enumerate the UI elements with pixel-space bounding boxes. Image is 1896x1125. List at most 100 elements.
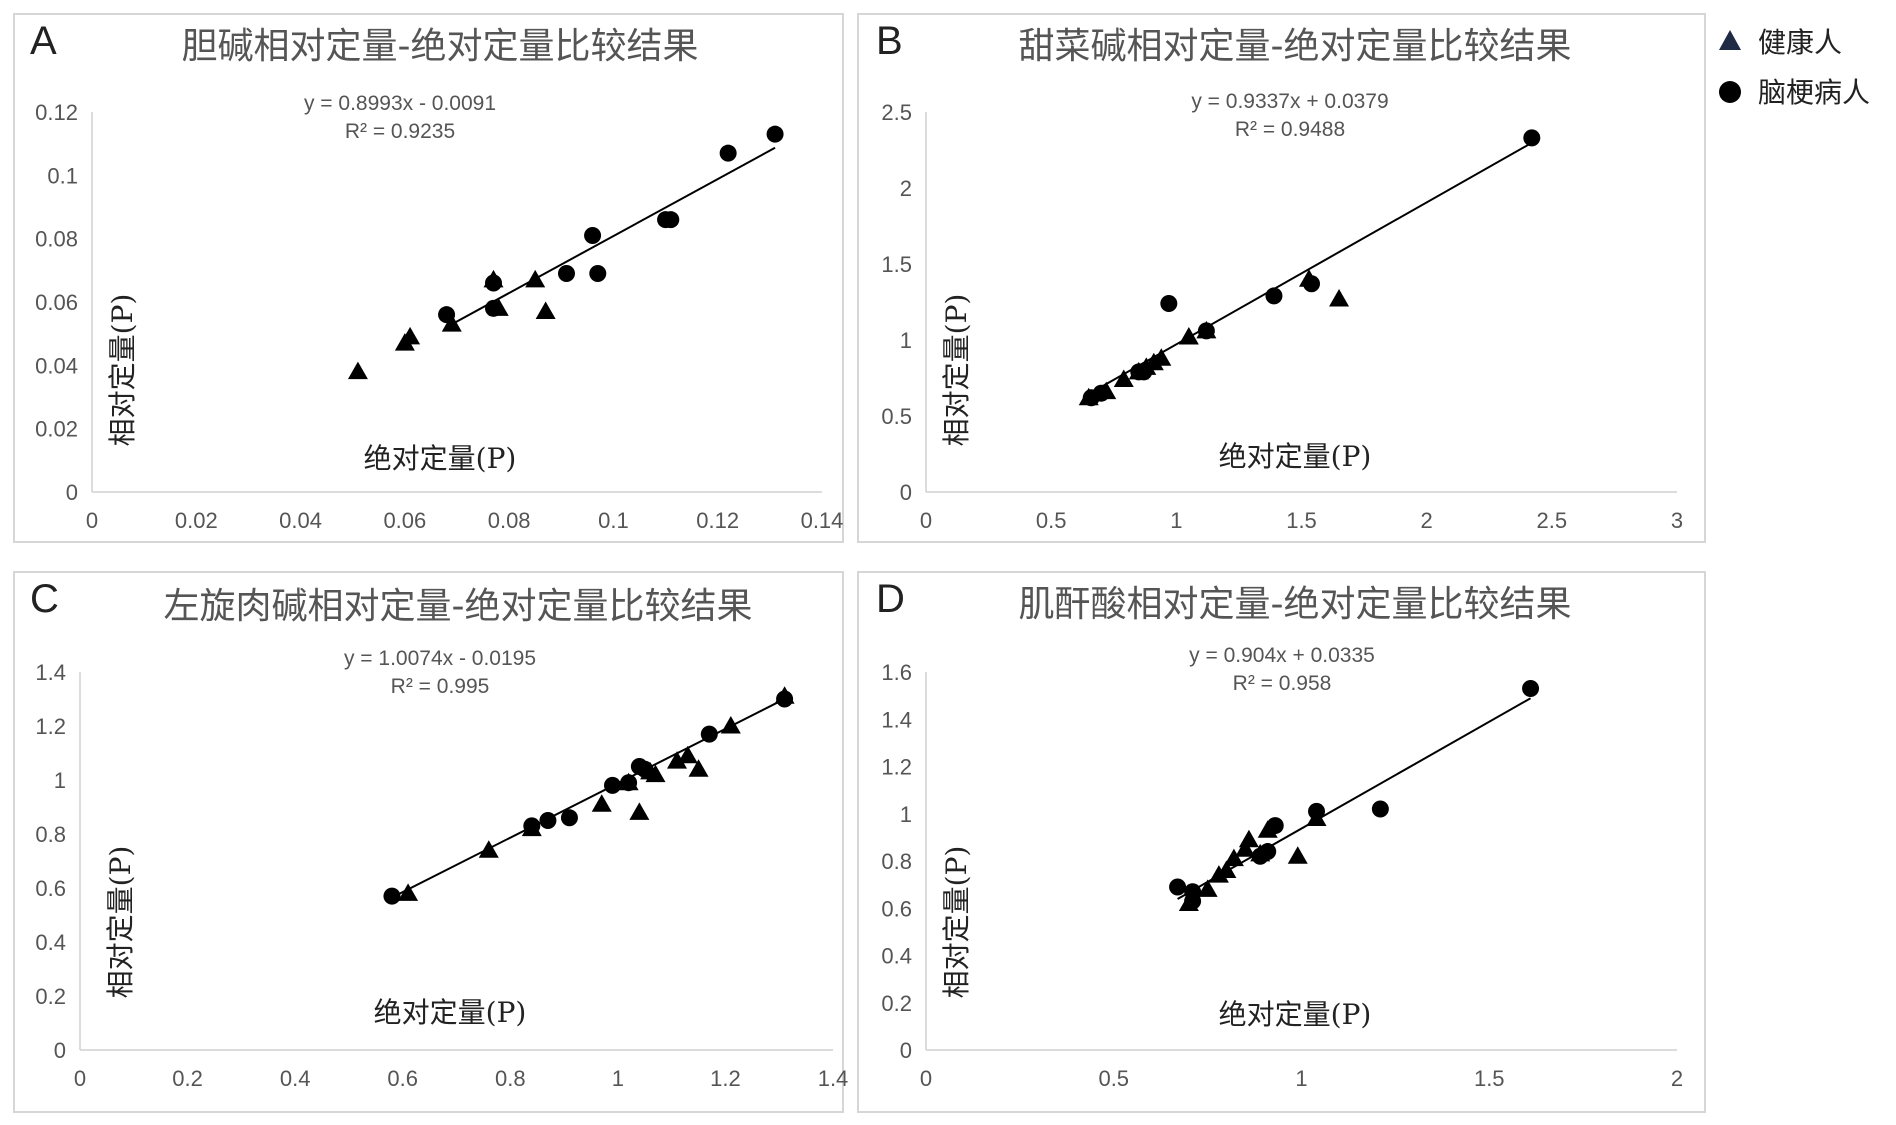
data-point-healthy <box>347 361 368 380</box>
data-point-healthy <box>1151 348 1172 366</box>
x-tick-label: 2.5 <box>1537 508 1568 533</box>
chart-title: 左旋肉碱相对定量-绝对定量比较结果 <box>164 586 753 627</box>
panel-letter: C <box>30 577 59 621</box>
data-point-patient <box>1184 883 1202 901</box>
y-tick-label: 0.4 <box>881 944 912 969</box>
y-tick-label: 0.06 <box>35 290 78 315</box>
x-tick-label: 0 <box>920 1066 932 1091</box>
data-point-patient <box>700 725 718 743</box>
chart-title: 胆碱相对定量-绝对定量比较结果 <box>182 26 699 67</box>
y-tick-label: 0.04 <box>35 353 78 378</box>
data-point-patient <box>539 812 557 829</box>
trendline <box>391 698 786 899</box>
y-tick-label: 1.2 <box>35 714 66 739</box>
y-tick-label: 0.2 <box>881 991 912 1016</box>
y-tick-label: 0.8 <box>35 822 66 847</box>
x-tick-label: 1.5 <box>1286 508 1317 533</box>
x-tick-label: 1.2 <box>710 1066 741 1091</box>
y-tick-label: 2.5 <box>881 100 912 125</box>
r-squared-label: R² = 0.958 <box>1233 672 1332 695</box>
y-tick-label: 0.1 <box>47 163 78 188</box>
data-point-healthy <box>629 802 650 820</box>
x-tick-label: 0.5 <box>1098 1066 1129 1091</box>
data-point-patient <box>1092 384 1110 402</box>
data-point-patient <box>438 306 456 324</box>
x-tick-label: 0.8 <box>495 1066 526 1091</box>
data-point-healthy <box>677 745 698 764</box>
y-axis-title: 相对定量(P) <box>104 846 137 999</box>
x-tick-label: 1.4 <box>818 1066 849 1091</box>
data-point-patient <box>1135 363 1153 381</box>
x-tick-label: 0 <box>86 508 98 533</box>
x-axis-title: 绝对定量(P) <box>364 442 517 475</box>
data-point-healthy <box>525 269 546 288</box>
data-point-healthy <box>1238 829 1259 848</box>
chart-panel-d: 0 0.5 1 1.5 2 0 0.2 0.4 0.6 0.8 1 1.2 1.4 1.6 D 肌酐酸相对定量… <box>857 571 1706 1113</box>
data-point-patient <box>636 760 654 778</box>
data-point-healthy <box>1113 369 1134 388</box>
data-point-healthy <box>1223 848 1244 867</box>
y-axis-title: 相对定量(P) <box>940 294 973 447</box>
y-tick-label: 0.4 <box>35 930 66 955</box>
x-tick-label: 2 <box>1421 508 1433 533</box>
x-tick-label: 0.1 <box>598 508 629 533</box>
data-point-patient <box>1523 129 1541 147</box>
data-point-patient <box>766 125 784 143</box>
data-point-patient <box>523 817 541 835</box>
x-tick-label: 3 <box>1671 508 1683 533</box>
data-point-healthy <box>688 759 709 777</box>
panel-frame <box>13 571 844 1113</box>
data-point-patient <box>1308 802 1326 820</box>
x-tick-label: 1 <box>1170 508 1182 533</box>
y-tick-label: 0.6 <box>881 896 912 921</box>
data-point-patient <box>485 274 502 292</box>
data-point-patient <box>662 211 680 229</box>
trendline-equation: y = 0.9337x + 0.0379 <box>1191 90 1388 113</box>
chart-title: 甜菜碱相对定量-绝对定量比较结果 <box>1019 26 1572 67</box>
x-axis-title: 绝对定量(P) <box>1219 998 1372 1031</box>
data-point-healthy <box>535 301 556 319</box>
data-point-healthy <box>667 751 688 769</box>
x-tick-label: 0.08 <box>488 508 531 533</box>
data-point-patient <box>620 774 638 792</box>
data-point-patient <box>1160 295 1178 313</box>
y-tick-label: 1 <box>900 328 912 353</box>
legend-triangle-icon <box>1719 30 1741 50</box>
data-point-patient <box>1266 817 1284 835</box>
y-tick-label: 0.5 <box>881 404 912 429</box>
chart-panel-b: 0 0.5 1 1.5 2 2.5 3 0 0.5 1 1.5 2 2.5 B 甜菜碱相对定量-绝对定量比较… <box>857 13 1706 543</box>
data-point-healthy <box>1197 879 1218 897</box>
y-tick-label: 2 <box>900 176 912 201</box>
panel-letter: D <box>876 577 905 621</box>
data-point-healthy <box>720 716 741 734</box>
data-point-healthy <box>1178 326 1199 345</box>
legend-circle-icon <box>1719 81 1741 103</box>
r-squared-label: R² = 0.9488 <box>1235 118 1345 141</box>
data-point-healthy <box>1216 860 1237 878</box>
panel-letter: A <box>30 19 57 63</box>
y-tick-label: 0 <box>900 480 912 505</box>
x-axis-title: 绝对定量(P) <box>1219 440 1372 473</box>
chart-panel-c: 0 0.2 0.4 0.6 0.8 1 1.2 1.4 0 0.2 0.4 0.6 0.8 1 1.2 1.4… <box>13 571 849 1113</box>
data-point-healthy <box>398 883 419 901</box>
y-tick-label: 1.6 <box>881 660 912 685</box>
panel-frame <box>13 13 844 543</box>
chart-title: 肌酐酸相对定量-绝对定量比较结果 <box>1019 584 1572 625</box>
trendline <box>446 146 776 329</box>
data-point-healthy <box>645 764 666 783</box>
x-tick-label: 0.02 <box>175 508 218 533</box>
y-tick-label: 1.4 <box>881 707 912 732</box>
x-tick-label: 0 <box>74 1066 86 1091</box>
y-tick-label: 1.5 <box>881 252 912 277</box>
data-point-healthy <box>441 314 462 332</box>
y-tick-label: 1 <box>900 802 912 827</box>
y-tick-label: 0.2 <box>35 984 66 1009</box>
data-point-patient <box>719 144 737 162</box>
y-tick-label: 1 <box>54 768 66 793</box>
x-tick-label: 0.2 <box>172 1066 203 1091</box>
data-point-healthy <box>1329 288 1350 307</box>
data-point-healthy <box>1235 839 1256 857</box>
y-axis-title: 相对定量(P) <box>106 294 139 447</box>
panel-letter: B <box>876 19 903 63</box>
